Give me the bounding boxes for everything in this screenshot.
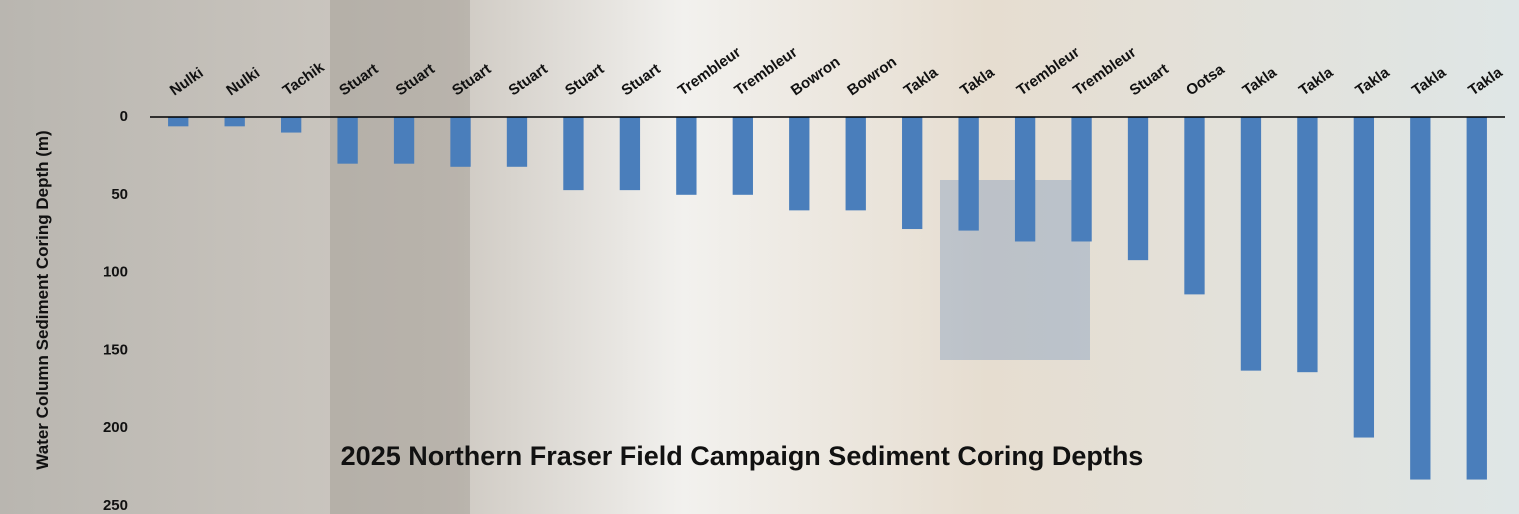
bar (393, 117, 415, 164)
background-photo-shape (330, 0, 470, 514)
bar (619, 117, 641, 191)
y-tick-label: 250 (103, 497, 128, 514)
bar (1127, 117, 1149, 261)
bar (506, 117, 528, 167)
chart-title: 2025 Northern Fraser Field Campaign Sedi… (341, 441, 1144, 471)
bar (676, 117, 697, 195)
bar (168, 117, 189, 127)
bar (902, 117, 923, 230)
y-tick-label: 100 (103, 264, 128, 281)
bar (732, 117, 753, 195)
y-tick-label: 150 (103, 341, 128, 358)
bar (1240, 117, 1262, 371)
bar (224, 117, 245, 127)
bar (563, 117, 584, 191)
bar (450, 117, 471, 167)
bar (1297, 117, 1318, 373)
bar (789, 117, 810, 211)
bar (1014, 117, 1036, 242)
bar (337, 117, 358, 164)
bar (845, 117, 866, 211)
y-tick-label: 0 (120, 108, 128, 125)
bar (280, 117, 302, 133)
bar (1353, 117, 1375, 438)
bar (1466, 117, 1487, 480)
bar (1410, 117, 1431, 480)
bar (1184, 117, 1205, 295)
y-tick-label: 200 (103, 419, 128, 436)
y-tick-label: 50 (111, 186, 128, 203)
bar (1071, 117, 1092, 242)
bar (958, 117, 979, 231)
y-axis-label: Water Column Sediment Coring Depth (m) (33, 130, 52, 469)
